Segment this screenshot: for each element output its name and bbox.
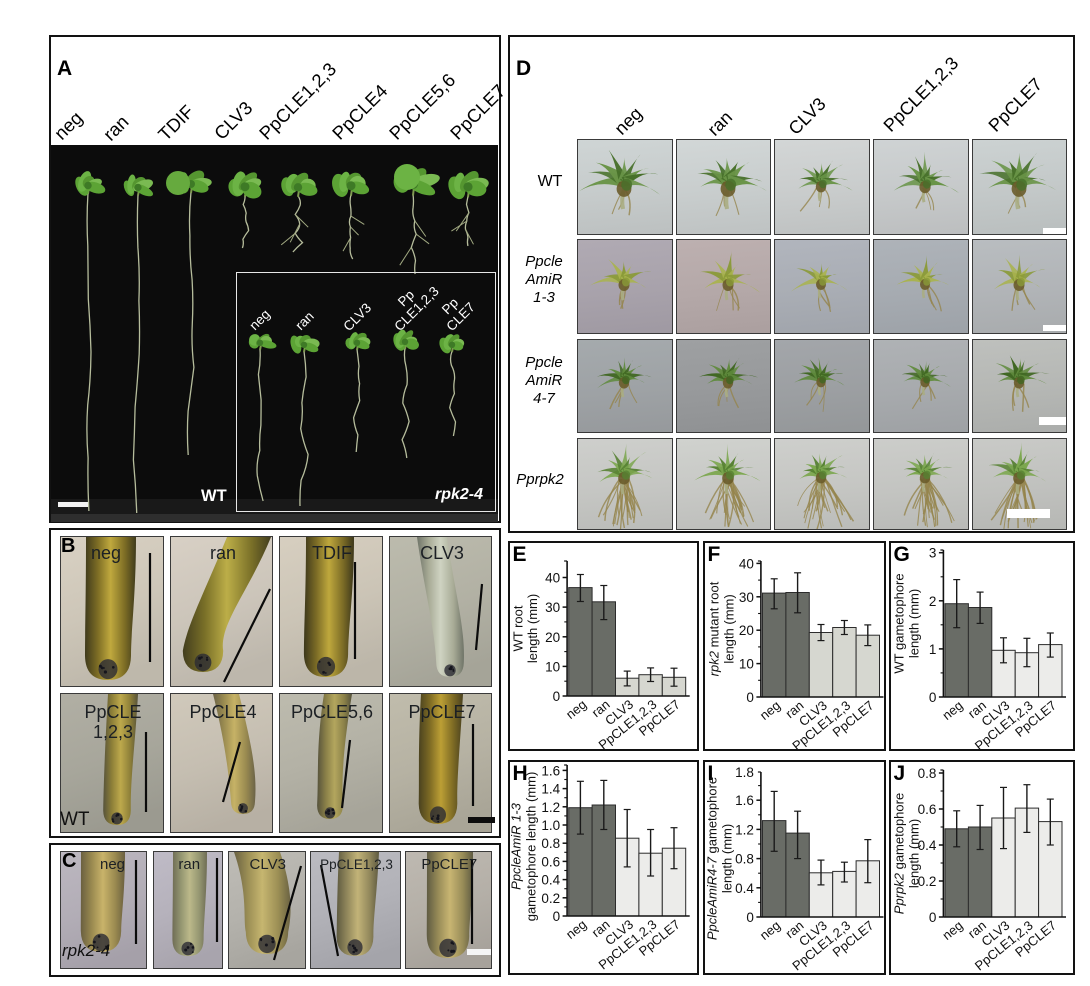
svg-text:1.8: 1.8 xyxy=(735,765,754,780)
svg-text:PpCLE4: PpCLE4 xyxy=(189,702,256,722)
svg-text:30: 30 xyxy=(738,590,753,605)
svg-text:1.0: 1.0 xyxy=(541,818,560,833)
svg-text:30: 30 xyxy=(545,600,560,615)
svg-text:1.2: 1.2 xyxy=(735,822,754,837)
svg-text:PpcleAmiR4-7 gametophore: PpcleAmiR4-7 gametophore xyxy=(705,777,720,940)
svg-text:0.8: 0.8 xyxy=(541,836,560,851)
svg-text:0.8: 0.8 xyxy=(735,852,754,867)
svg-text:neg: neg xyxy=(100,856,125,873)
svg-text:neg: neg xyxy=(756,698,782,723)
svg-text:rpk2 mutant root: rpk2 mutant root xyxy=(706,581,721,676)
svg-text:length (mm): length (mm) xyxy=(719,824,734,893)
svg-text:40: 40 xyxy=(738,556,753,571)
svg-text:length (mm): length (mm) xyxy=(721,594,736,663)
svg-text:0: 0 xyxy=(928,690,936,705)
svg-text:0.8: 0.8 xyxy=(917,766,936,781)
svg-text:1.4: 1.4 xyxy=(541,782,560,797)
svg-text:0.4: 0.4 xyxy=(735,881,754,896)
svg-text:neg: neg xyxy=(562,917,588,942)
svg-text:length (mm): length (mm) xyxy=(906,819,921,888)
svg-text:PpcleAmiR 1-3: PpcleAmiR 1-3 xyxy=(510,802,524,889)
svg-text:PpCLE: PpCLE xyxy=(84,702,141,722)
svg-text:1.2: 1.2 xyxy=(541,800,560,815)
svg-text:10: 10 xyxy=(738,657,753,672)
svg-text:0.2: 0.2 xyxy=(917,874,936,889)
svg-text:1.6: 1.6 xyxy=(735,793,754,808)
svg-text:0.4: 0.4 xyxy=(541,873,560,888)
svg-text:0: 0 xyxy=(552,909,560,924)
svg-text:0: 0 xyxy=(552,689,560,704)
svg-text:neg: neg xyxy=(562,697,588,722)
svg-text:neg: neg xyxy=(756,918,782,943)
svg-text:2: 2 xyxy=(928,594,936,609)
svg-text:ran: ran xyxy=(209,543,235,563)
svg-text:0: 0 xyxy=(746,690,754,705)
svg-text:20: 20 xyxy=(545,630,560,645)
svg-text:TDIF: TDIF xyxy=(312,543,352,563)
svg-text:PpCLE7: PpCLE7 xyxy=(408,702,475,722)
svg-text:ran: ran xyxy=(178,856,200,873)
svg-text:1: 1 xyxy=(928,642,936,657)
svg-text:WT gametophore: WT gametophore xyxy=(891,573,906,673)
svg-text:10: 10 xyxy=(545,659,560,674)
svg-text:0.4: 0.4 xyxy=(917,838,936,853)
svg-text:WT root: WT root xyxy=(510,605,525,651)
svg-text:PpCLE7: PpCLE7 xyxy=(421,856,477,873)
svg-text:neg: neg xyxy=(939,918,965,943)
svg-text:PpCLE5,6: PpCLE5,6 xyxy=(291,702,373,722)
svg-text:gametophore length (mm): gametophore length (mm) xyxy=(523,772,538,922)
svg-text:1.6: 1.6 xyxy=(541,763,560,778)
svg-text:1,2,3: 1,2,3 xyxy=(93,722,133,742)
svg-text:CLV3: CLV3 xyxy=(420,543,464,563)
svg-text:0.6: 0.6 xyxy=(541,854,560,869)
svg-text:0: 0 xyxy=(746,910,754,925)
svg-text:20: 20 xyxy=(738,623,753,638)
svg-text:length (mm): length (mm) xyxy=(525,594,540,663)
svg-text:neg: neg xyxy=(91,543,121,563)
svg-text:3: 3 xyxy=(928,546,936,561)
svg-text:0: 0 xyxy=(928,910,936,925)
svg-text:CLV3: CLV3 xyxy=(250,856,286,873)
svg-text:40: 40 xyxy=(545,571,560,586)
svg-text:Pprpk2 gametophore: Pprpk2 gametophore xyxy=(891,793,906,914)
svg-text:PpCLE1,2,3: PpCLE1,2,3 xyxy=(320,857,393,872)
svg-text:length (mm): length (mm) xyxy=(906,589,921,658)
svg-text:neg: neg xyxy=(939,698,965,723)
svg-text:0.6: 0.6 xyxy=(917,802,936,817)
svg-text:0.2: 0.2 xyxy=(541,891,560,906)
